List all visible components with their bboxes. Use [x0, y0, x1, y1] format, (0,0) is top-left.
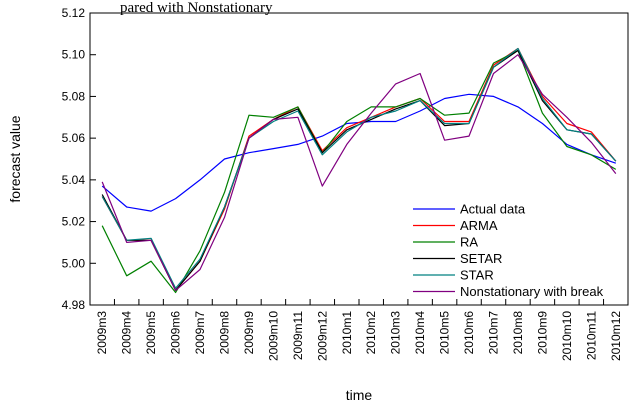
x-tick-label: 2010m12 — [609, 311, 623, 361]
x-tick-label: 2009m7 — [193, 311, 207, 355]
plot-area-frame — [89, 12, 629, 306]
y-tick-label: 5.08 — [62, 89, 86, 103]
legend-label: Nonstationary with break — [460, 284, 604, 299]
x-tick-label: 2010m5 — [438, 311, 452, 355]
x-tick-label: 2010m1 — [340, 311, 354, 355]
y-tick-label: 5.00 — [62, 256, 86, 270]
y-tick-label: 5.04 — [62, 173, 86, 187]
y-tick-label: 5.10 — [62, 48, 86, 62]
x-tick-label: 2010m2 — [364, 311, 378, 355]
series-line-setar — [101, 49, 617, 291]
x-tick-label: 2009m5 — [144, 311, 158, 355]
series-line-actual-data — [101, 93, 616, 212]
x-tick-label: 2009m4 — [120, 311, 134, 355]
y-tick-label: 5.02 — [62, 215, 86, 229]
x-tick-label: 2009m10 — [266, 311, 280, 361]
x-tick-label: 2010m10 — [560, 311, 574, 361]
x-tick-label: 2010m9 — [535, 311, 549, 355]
x-tick-label: 2010m11 — [584, 311, 598, 360]
y-axis-title: forecast value — [7, 115, 23, 202]
x-tick-label: 2010m4 — [413, 311, 427, 355]
y-tick-label: 4.98 — [62, 298, 86, 312]
y-tick-label: 5.06 — [62, 131, 86, 145]
x-tick-label: 2010m7 — [487, 311, 501, 355]
x-axis-title: time — [346, 387, 373, 403]
legend-label: STAR — [460, 268, 494, 283]
x-tick-label: 2009m8 — [218, 311, 232, 355]
legend-label: RA — [460, 235, 478, 250]
x-tick-label: 2009m12 — [315, 311, 329, 361]
x-tick-label: 2010m6 — [462, 311, 476, 355]
series-line-arma — [101, 47, 617, 291]
y-tick-label: 5.12 — [62, 6, 86, 20]
x-tick-label: 2009m9 — [242, 311, 256, 355]
series-line-ra — [101, 49, 617, 294]
x-tick-label: 2009m3 — [95, 311, 109, 355]
legend-label: ARMA — [460, 218, 498, 233]
series-line-star — [101, 47, 617, 289]
series-line-nonstationary-with-break — [101, 54, 617, 291]
legend-label: Actual data — [460, 202, 526, 217]
legend-label: SETAR — [460, 251, 502, 266]
top-caption: pared with Nonstationary — [120, 0, 273, 16]
x-tick-label: 2010m8 — [511, 311, 525, 355]
x-tick-label: 2009m6 — [169, 311, 183, 355]
x-tick-label: 2010m3 — [389, 311, 403, 355]
x-tick-label: 2009m11 — [291, 311, 305, 360]
